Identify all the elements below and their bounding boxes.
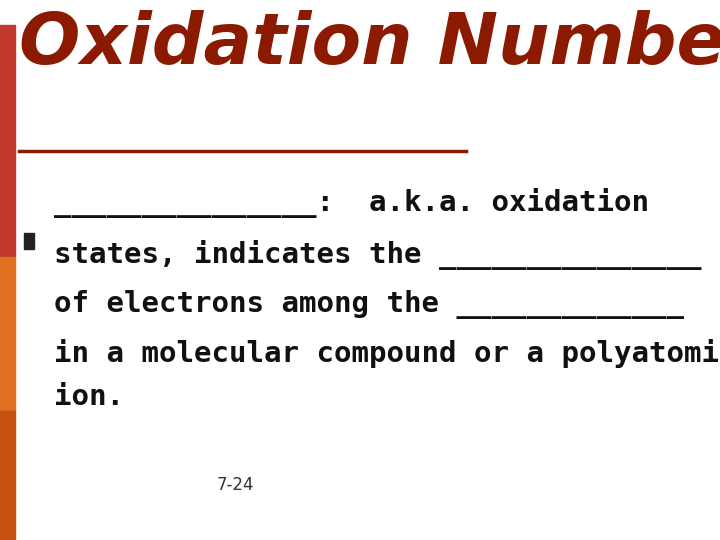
Text: of electrons among the _____________: of electrons among the _____________ <box>54 289 684 319</box>
Bar <box>0 411 15 540</box>
Bar <box>0 25 15 257</box>
Bar <box>24 233 34 249</box>
Text: ion.: ion. <box>54 383 124 411</box>
Text: Oxidation Numbers: Oxidation Numbers <box>19 10 720 79</box>
Text: in a molecular compound or a polyatomic: in a molecular compound or a polyatomic <box>54 339 720 368</box>
Text: _______________:  a.k.a. oxidation: _______________: a.k.a. oxidation <box>54 188 649 218</box>
Text: states, indicates the _______________: states, indicates the _______________ <box>54 240 701 270</box>
Bar <box>0 257 15 411</box>
Text: 7-24: 7-24 <box>217 476 254 494</box>
